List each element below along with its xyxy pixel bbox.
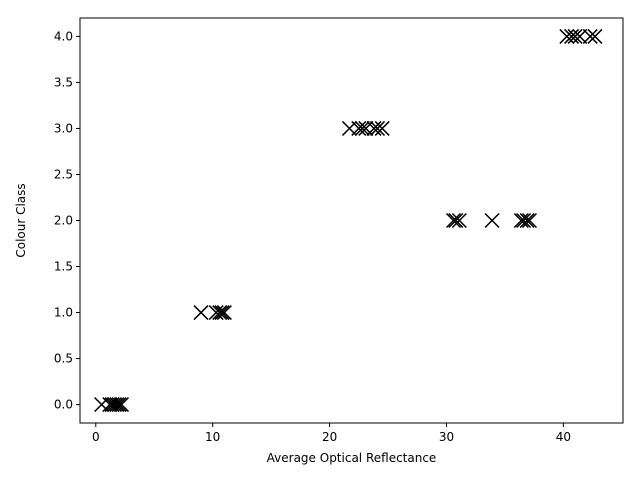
data-point-marker <box>567 28 583 44</box>
ticks-layer: 0 10 20 30 40 0.0 0.5 1.0 1.5 2.0 2.5 3.0 3.5 4.0 <box>54 29 571 444</box>
data-point-marker <box>587 28 603 44</box>
data-point-marker <box>94 397 110 413</box>
data-point-marker <box>106 397 123 413</box>
y-tick-label: 2.5 <box>54 167 73 181</box>
data-point-marker <box>445 212 462 229</box>
data-point-marker <box>519 212 535 229</box>
plot-area-frame <box>79 17 624 424</box>
y-tick-label: 4.0 <box>54 29 73 43</box>
data-point-marker <box>214 305 230 321</box>
data-point-marker <box>216 305 232 321</box>
y-tick-label: 0.0 <box>54 398 73 412</box>
data-point-marker <box>111 397 127 413</box>
data-point-marker <box>208 305 224 321</box>
data-point-marker <box>374 120 390 136</box>
data-point-marker <box>448 212 464 229</box>
data-point-marker <box>559 28 575 44</box>
y-tick-label: 3.5 <box>54 75 73 89</box>
x-tick-label: 20 <box>322 430 337 444</box>
x-tick-label: 0 <box>92 430 100 444</box>
x-tick-label: 10 <box>205 430 220 444</box>
x-tick-label: 40 <box>556 430 571 444</box>
data-point-marker <box>354 120 370 136</box>
data-point-marker <box>572 28 588 44</box>
y-tick-label: 3.0 <box>54 121 73 135</box>
data-point-marker <box>109 397 125 413</box>
data-point-marker <box>193 305 209 321</box>
data-point-marker <box>516 212 532 229</box>
y-tick-label: 0.5 <box>54 352 73 366</box>
data-point-marker <box>113 397 130 413</box>
data-point-marker <box>212 305 228 321</box>
data-point-marker <box>369 120 386 136</box>
data-point-marker <box>521 212 538 229</box>
data-point-marker <box>582 28 598 44</box>
data-point-marker <box>451 212 467 229</box>
y-tick-label: 1.0 <box>54 306 73 320</box>
data-point-marker <box>351 120 367 136</box>
y-tick-label: 2.0 <box>54 214 73 228</box>
y-axis-label: Colour Class <box>14 183 28 257</box>
x-tick-label: 30 <box>439 430 454 444</box>
data-point-marker <box>366 120 382 136</box>
data-point-marker <box>564 28 580 44</box>
data-point-marker <box>358 120 374 136</box>
x-axis-label: Average Optical Reflectance <box>267 451 437 465</box>
data-point-marker <box>513 212 529 229</box>
marks-layer <box>94 28 603 413</box>
y-tick-label: 1.5 <box>54 260 73 274</box>
data-point-marker <box>484 212 500 229</box>
